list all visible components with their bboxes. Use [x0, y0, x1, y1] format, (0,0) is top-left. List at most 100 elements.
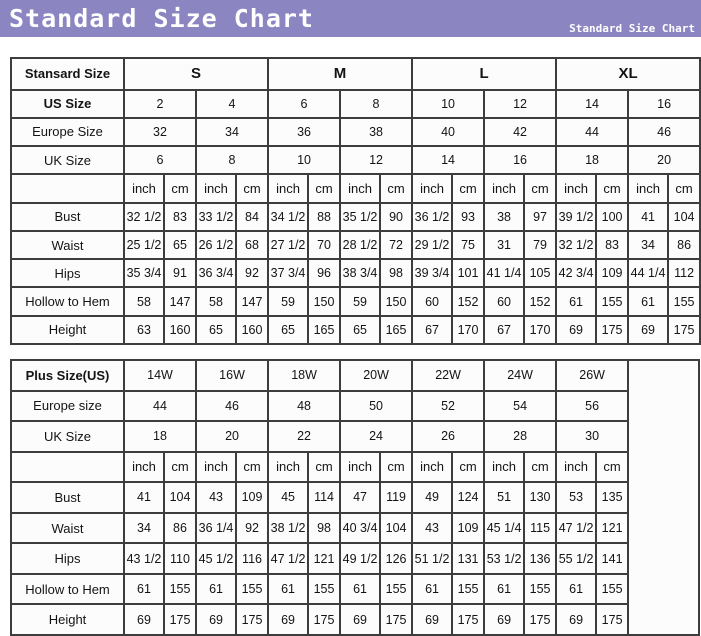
measure-cm-cell: 131 — [451, 542, 486, 575]
unit-inch-cell: inch — [483, 450, 526, 484]
row-label: Bust — [10, 481, 125, 514]
unit-inch-cell: inch — [195, 173, 237, 204]
size-group-cell: M — [267, 57, 414, 91]
measure-cm-cell: 65 — [163, 229, 197, 261]
size-value-cell: 46 — [195, 389, 270, 423]
measure-inch-cell: 45 1/2 — [195, 542, 238, 575]
measure-cm-cell: 110 — [162, 542, 198, 575]
size-value-cell: 54 — [483, 389, 558, 423]
measure-cm-cell: 155 — [307, 572, 342, 606]
measure-inch-cell: 40 3/4 — [339, 511, 382, 545]
size-value-cell: 38 — [339, 116, 414, 148]
size-group-cell: 26W — [555, 359, 630, 392]
measure-inch-cell: 69 — [267, 603, 310, 636]
measure-cm-cell: 155 — [523, 572, 558, 606]
measure-cm-cell: 175 — [379, 603, 414, 636]
row-label: UK Size — [10, 145, 125, 176]
measure-inch-cell: 42 3/4 — [555, 258, 598, 289]
measure-inch-cell: 58 — [195, 286, 237, 317]
unit-inch-cell: inch — [267, 450, 310, 484]
measure-inch-cell: 38 1/2 — [267, 511, 310, 545]
measure-cm-cell: 79 — [523, 229, 558, 261]
measure-inch-cell: 69 — [483, 603, 526, 636]
measure-inch-cell: 33 1/2 — [195, 201, 237, 232]
measure-inch-cell: 53 1/2 — [483, 542, 526, 575]
size-value-cell: 8 — [339, 88, 414, 119]
header-bar: Standard Size Chart Standard Size Chart — [0, 0, 701, 37]
measure-cm-cell: 112 — [667, 258, 701, 289]
measure-cm-cell: 116 — [235, 542, 270, 575]
measure-cm-cell: 165 — [307, 314, 342, 346]
page-title: Standard Size Chart — [9, 4, 314, 33]
size-group-cell: 16W — [195, 359, 270, 392]
measure-cm-cell: 98 — [307, 511, 342, 545]
measure-cm-cell: 141 — [595, 542, 630, 575]
unit-inch-cell: inch — [339, 173, 382, 204]
measure-inch-cell: 61 — [267, 572, 310, 606]
row-label: Hollow to Hem — [10, 286, 125, 317]
size-value-cell: 6 — [267, 88, 342, 119]
measure-cm-cell: 152 — [451, 286, 486, 317]
measure-inch-cell: 65 — [267, 314, 310, 346]
measure-inch-cell: 65 — [339, 314, 382, 346]
measure-inch-cell: 69 — [555, 603, 598, 636]
measure-cm-cell: 175 — [595, 603, 630, 636]
unit-cm-cell: cm — [234, 173, 270, 204]
unit-cm-cell: cm — [667, 173, 701, 204]
measure-cm-cell: 93 — [451, 201, 486, 232]
measure-cm-cell: 175 — [451, 603, 486, 636]
measure-cm-cell: 130 — [523, 481, 558, 514]
measure-inch-cell: 61 — [483, 572, 526, 606]
size-value-cell: 8 — [194, 145, 270, 176]
measure-cm-cell: 114 — [307, 481, 342, 514]
unit-cm-cell: cm — [523, 173, 558, 204]
row-label: Europe size — [10, 389, 125, 423]
corner-label: Plus Size(US) — [10, 359, 125, 392]
measure-inch-cell: 45 — [267, 481, 310, 514]
measure-inch-cell: 34 — [123, 511, 165, 545]
measure-inch-cell: 59 — [339, 286, 382, 317]
measure-cm-cell: 90 — [379, 201, 414, 232]
measure-inch-cell: 55 1/2 — [555, 542, 598, 575]
size-value-cell: 32 — [123, 116, 197, 148]
size-value-cell: 40 — [411, 116, 486, 148]
measure-inch-cell: 26 1/2 — [195, 229, 237, 261]
measure-inch-cell: 67 — [483, 314, 526, 346]
size-value-cell: 34 — [194, 116, 270, 148]
measure-inch-cell: 60 — [411, 286, 454, 317]
unit-inch-cell: inch — [483, 173, 526, 204]
measure-cm-cell: 126 — [379, 542, 414, 575]
size-group-cell: 18W — [267, 359, 342, 392]
measure-cm-cell: 170 — [523, 314, 558, 346]
row-label: Waist — [10, 511, 125, 545]
unit-cm-cell: cm — [379, 173, 414, 204]
measure-cm-cell: 155 — [235, 572, 270, 606]
measure-cm-cell: 68 — [234, 229, 270, 261]
measure-cm-cell: 119 — [379, 481, 414, 514]
measure-cm-cell: 91 — [163, 258, 197, 289]
size-group-cell: 24W — [483, 359, 558, 392]
unit-cm-cell: cm — [451, 450, 486, 484]
watermark-text: Standard Size Chart — [569, 22, 695, 35]
measure-inch-cell: 44 1/4 — [627, 258, 670, 289]
size-value-cell: 14 — [555, 88, 630, 119]
unit-cm-cell: cm — [307, 173, 342, 204]
measure-inch-cell: 63 — [123, 314, 165, 346]
unit-inch-cell: inch — [411, 173, 454, 204]
size-value-cell: 16 — [627, 88, 701, 119]
measure-cm-cell: 155 — [162, 572, 198, 606]
measure-inch-cell: 37 3/4 — [267, 258, 310, 289]
unit-inch-cell: inch — [267, 173, 310, 204]
unit-inch-cell: inch — [195, 450, 238, 484]
measure-inch-cell: 59 — [267, 286, 310, 317]
unit-cm-cell: cm — [379, 450, 414, 484]
size-value-cell: 52 — [411, 389, 486, 423]
measure-inch-cell: 53 — [555, 481, 598, 514]
measure-cm-cell: 155 — [595, 286, 630, 317]
row-label: Bust — [10, 201, 125, 232]
plus-size-table: Plus Size(US) 14W 16W 18W 20W 22W 24W 26W Europe… — [10, 359, 701, 636]
measure-inch-cell: 32 1/2 — [123, 201, 165, 232]
unit-inch-cell: inch — [339, 450, 382, 484]
unit-cm-cell: cm — [307, 450, 342, 484]
measure-inch-cell: 61 — [195, 572, 238, 606]
